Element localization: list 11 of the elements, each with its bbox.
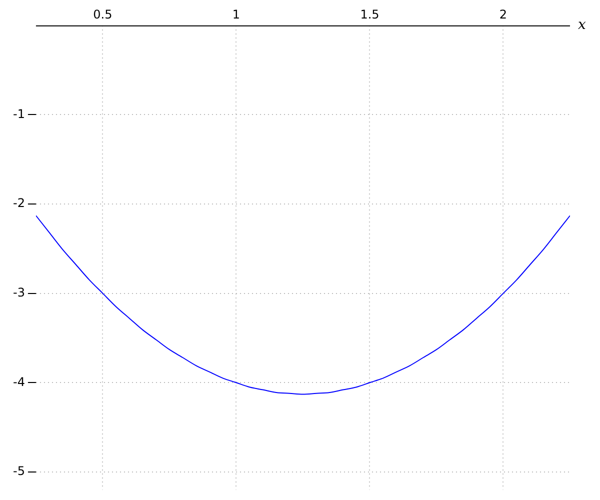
x-tick-label: 1.5 [360, 7, 380, 22]
y-tick-label: -5 [12, 464, 25, 478]
line-series [36, 215, 570, 395]
y-tick-label: -4 [12, 374, 25, 389]
x-tick-label: 0.5 [93, 7, 112, 22]
x-tick-label: 1 [232, 7, 240, 22]
y-tick-label: -1 [12, 106, 25, 121]
x-tick-label: 2 [499, 7, 508, 22]
x-axis-title: x [578, 17, 586, 34]
y-tick-label: -2 [12, 196, 25, 210]
y-tick-label: -3 [12, 285, 25, 300]
